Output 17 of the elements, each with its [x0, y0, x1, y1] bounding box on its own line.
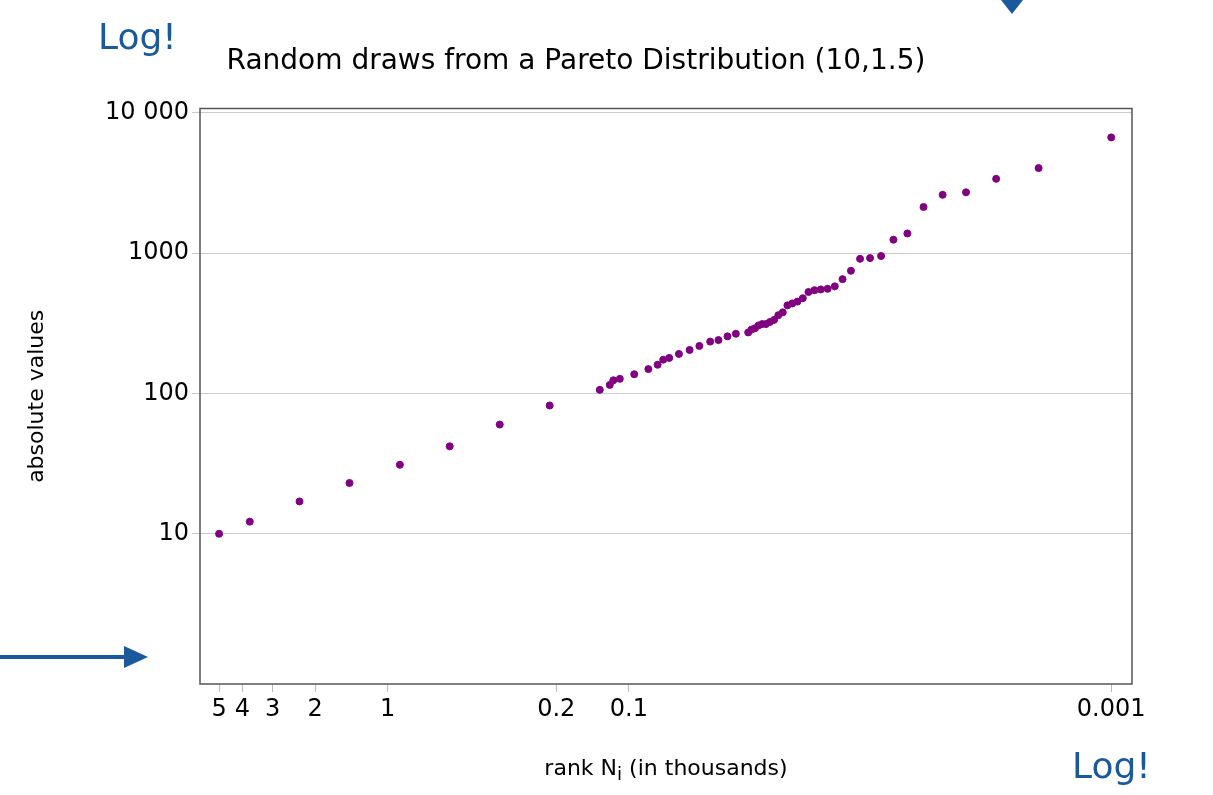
x-axis-title: rank N$_{i}$ (in thousands) — [544, 755, 788, 785]
y-tick-label: 10 — [158, 517, 189, 546]
y-axis-title: absolute values — [22, 309, 48, 483]
x-tick-label: 0.2 — [537, 693, 576, 722]
text: Log! — [1072, 745, 1151, 787]
x-tick-label: 2 — [307, 693, 323, 722]
x-tick-label: 5 — [211, 693, 227, 722]
text: Log! — [98, 16, 177, 58]
x-tick-label: 3 — [264, 693, 281, 722]
chart-title: Random draws from a Pareto Distribution (10,1.5) — [226, 43, 926, 77]
x-tick-label: 1 — [380, 693, 396, 722]
x-tick-label: 0.1 — [609, 693, 648, 722]
x-tick-label: 4 — [234, 693, 251, 722]
y-tick-label: 100 — [143, 377, 189, 406]
y-tick-label: 10 000 — [105, 96, 189, 125]
x-tick-label: 0.001 — [1076, 693, 1146, 722]
y-tick-label: 1000 — [127, 237, 189, 266]
